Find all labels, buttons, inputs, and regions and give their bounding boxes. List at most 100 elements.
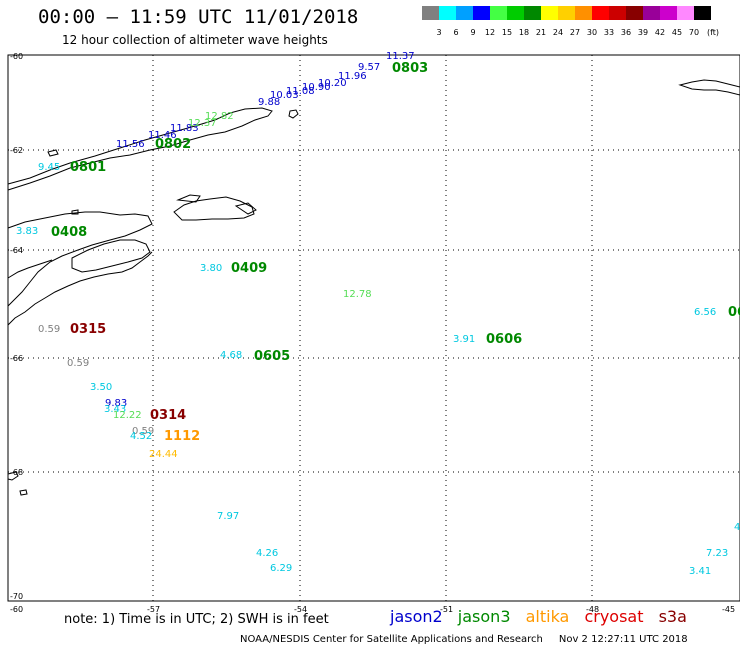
legend-label: 24	[552, 28, 564, 37]
swh-reading: 6.29	[270, 563, 292, 574]
legend-label: 70	[688, 28, 700, 37]
lat-label: -64	[10, 246, 23, 255]
legend-swatch	[575, 6, 592, 20]
swh-reading: 0.59	[132, 426, 154, 437]
pass-time-label: 0314	[150, 408, 186, 423]
legend-label: 39	[637, 28, 649, 37]
lon-label: -57	[147, 605, 160, 614]
swh-reading: 11.83	[170, 123, 199, 134]
legend-swatch	[558, 6, 575, 20]
pass-time-label: 0802	[155, 137, 191, 152]
swh-reading: 10.90	[302, 82, 331, 93]
legend-label: 21	[535, 28, 547, 37]
satellite-altika: altika	[525, 607, 570, 626]
satellite-cryosat: cryosat	[584, 607, 644, 626]
pass-time-label: 0409	[231, 261, 267, 276]
legend-label: 3	[436, 28, 442, 37]
pass-time-label: 06	[728, 305, 740, 320]
legend-swatch	[541, 6, 558, 20]
satellite-s3a: s3a	[658, 607, 687, 626]
pass-time-label: 0315	[70, 322, 106, 337]
legend-swatch	[643, 6, 660, 20]
swh-reading: 4.52	[130, 431, 152, 442]
legend-swatch	[507, 6, 524, 20]
lat-label: -70	[10, 592, 23, 601]
map-title: 00:00 – 11:59 UTC 11/01/2018	[38, 6, 359, 28]
swh-reading: 3.91	[453, 334, 475, 345]
legend-label: 12	[484, 28, 496, 37]
swh-reading: 0.59	[67, 358, 89, 369]
swh-reading: 3.83	[16, 226, 38, 237]
swh-reading: 11.46	[148, 130, 177, 141]
swh-reading: 9.88	[258, 97, 280, 108]
coastline	[7, 79, 740, 496]
swh-reading: 12.78	[343, 289, 372, 300]
swh-reading: 11.56	[116, 139, 145, 150]
swh-reading: 4.26	[256, 548, 278, 559]
units-note: note: 1) Time is in UTC; 2) SWH is in fe…	[64, 612, 329, 627]
swh-reading: 12.22	[113, 410, 142, 421]
lat-label: -66	[10, 354, 23, 363]
lon-label: -45	[722, 605, 735, 614]
legend-label: 18	[518, 28, 530, 37]
legend-swatch	[422, 6, 439, 20]
legend-swatch	[524, 6, 541, 20]
lon-label: -60	[10, 605, 23, 614]
legend-swatch	[609, 6, 626, 20]
lon-label: -51	[440, 605, 453, 614]
pass-time-label: 0606	[486, 332, 522, 347]
swh-reading: 4.68	[220, 350, 242, 361]
swh-reading: 12.82	[205, 111, 234, 122]
swh-reading: 24.44	[149, 449, 178, 460]
legend-swatch	[592, 6, 609, 20]
footer-org: NOAA/NESDIS Center for Satellite Applica…	[240, 634, 543, 645]
swh-reading: 6.56	[694, 307, 716, 318]
footer: NOAA/NESDIS Center for Satellite Applica…	[240, 634, 688, 645]
swh-reading: 10.03	[270, 90, 299, 101]
swh-reading: 9.57	[358, 62, 380, 73]
lon-label: -48	[586, 605, 599, 614]
legend-unit: (ft)	[707, 28, 720, 37]
lat-label: -62	[10, 146, 23, 155]
pass-labels: 0803 0802 0801 0408 0409 0315 0606 0605 …	[51, 61, 740, 444]
swh-reading: 9.45	[38, 162, 60, 173]
swh-reading: 3.50	[90, 382, 112, 393]
observations: 11.37 9.57 11.96 10.20 10.90 11.08 10.03…	[16, 51, 740, 577]
legend-swatch	[660, 6, 677, 20]
legend-label: 6	[453, 28, 459, 37]
swh-reading: 3.43	[104, 404, 126, 415]
satellite-legend: jason2 jason3 altika cryosat s3a	[390, 607, 697, 626]
axis-labels: -60 -62 -64 -66 -68 -70 -60 -57 -54 -51 …	[10, 52, 735, 614]
legend-label: 15	[501, 28, 513, 37]
legend-swatch	[677, 6, 694, 20]
legend-swatch	[490, 6, 507, 20]
legend-label: 33	[603, 28, 615, 37]
swh-reading: 7.97	[217, 511, 239, 522]
graticule	[8, 55, 740, 601]
satellite-jason3: jason3	[457, 607, 511, 626]
pass-time-label: 0605	[254, 349, 290, 364]
satellite-jason2: jason2	[390, 607, 443, 626]
footer-timestamp: Nov 2 12:27:11 UTC 2018	[558, 634, 688, 645]
legend-swatch	[439, 6, 456, 20]
legend-label: 27	[569, 28, 581, 37]
lon-label: -54	[294, 605, 307, 614]
swh-reading: 9.83	[105, 398, 127, 409]
pass-time-label: 0408	[51, 225, 87, 240]
pass-time-label: 0803	[392, 61, 428, 76]
map-frame	[7, 54, 740, 602]
legend-swatch	[626, 6, 643, 20]
swh-reading: 3.80	[200, 263, 222, 274]
legend-swatch	[456, 6, 473, 20]
legend-swatch	[694, 6, 711, 20]
swh-reading: 7.23	[706, 548, 728, 559]
lat-label: -60	[10, 52, 23, 61]
swh-reading: 0.59	[38, 324, 60, 335]
swh-reading: 11.96	[338, 71, 367, 82]
legend-label: 42	[654, 28, 666, 37]
legend-label: 45	[671, 28, 683, 37]
map-subtitle: 12 hour collection of altimeter wave hei…	[62, 33, 328, 47]
swh-reading: 11.08	[286, 86, 315, 97]
swh-reading: 12.37	[188, 118, 217, 129]
